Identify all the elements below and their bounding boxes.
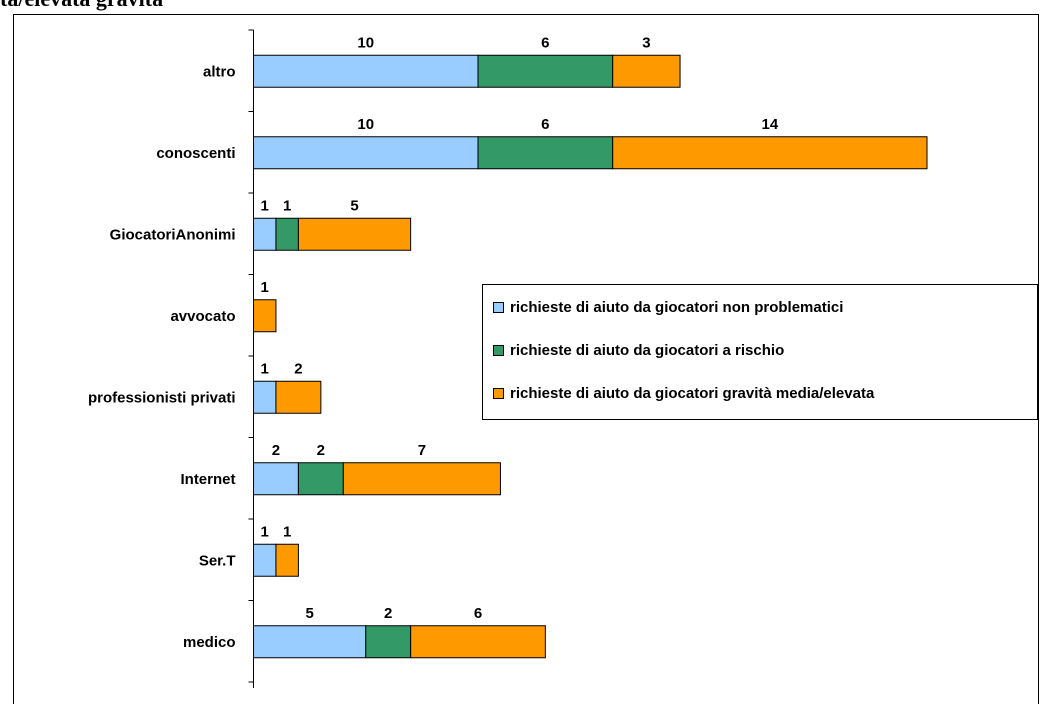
category-label-ser-t: Ser.T (199, 552, 236, 569)
data-label-internet-series-2: 2 (317, 442, 325, 459)
data-label-ser-t-series-3: 1 (283, 523, 291, 540)
bar-internet-series-2 (298, 463, 343, 495)
bar-giocatorianonimi-series-3 (298, 218, 410, 250)
bar-ser-t-series-3 (276, 544, 298, 576)
legend-label-a-rischio: richieste di aiuto da giocatori a rischi… (510, 342, 784, 359)
bar-conoscenti-series-3 (613, 137, 927, 169)
bar-internet-series-1 (254, 463, 299, 495)
legend-label-non-problematici: richieste di aiuto da giocatori non prob… (510, 299, 843, 316)
data-label-conoscenti-series-3: 14 (762, 116, 779, 133)
bar-conoscenti-series-1 (254, 137, 479, 169)
bar-giocatorianonimi-series-1 (254, 218, 276, 250)
chart-legend: richieste di aiuto da giocatori non prob… (482, 284, 1038, 420)
data-label-giocatorianonimi-series-3: 5 (350, 197, 358, 214)
bar-ser-t-series-1 (254, 544, 276, 576)
legend-swatch-gravita-media-elevata (493, 388, 504, 399)
data-label-conoscenti-series-1: 10 (357, 116, 374, 133)
legend-item-non-problematici: richieste di aiuto da giocatori non prob… (493, 299, 843, 316)
data-label-giocatorianonimi-series-1: 1 (261, 197, 269, 214)
legend-swatch-a-rischio (493, 345, 504, 356)
bar-altro-series-2 (478, 55, 613, 87)
bar-altro-series-1 (254, 55, 479, 87)
bar-giocatorianonimi-series-2 (276, 218, 298, 250)
legend-label-gravita-media-elevata: richieste di aiuto da giocatori gravità … (510, 385, 874, 402)
bar-professionisti-privati-series-3 (276, 381, 321, 413)
legend-swatch-non-problematici (493, 302, 504, 313)
bar-medico-series-2 (366, 626, 411, 658)
data-label-internet-series-1: 2 (272, 442, 280, 459)
data-label-giocatorianonimi-series-2: 1 (283, 197, 291, 214)
bar-medico-series-3 (411, 626, 546, 658)
bar-altro-series-3 (613, 55, 680, 87)
category-label-professionisti-privati: professionisti privati (88, 389, 236, 406)
data-label-internet-series-3: 7 (418, 442, 426, 459)
data-label-avvocato-series-3: 1 (261, 279, 269, 296)
legend-item-gravita-media-elevata: richieste di aiuto da giocatori gravità … (493, 385, 874, 402)
category-label-avvocato: avvocato (170, 308, 235, 325)
data-label-medico-series-3: 6 (474, 605, 482, 622)
bar-avvocato-series-3 (254, 300, 276, 332)
bar-professionisti-privati-series-1 (254, 381, 276, 413)
data-label-professionisti-privati-series-3: 2 (294, 360, 302, 377)
data-label-ser-t-series-1: 1 (261, 523, 269, 540)
category-label-altro: altro (203, 63, 236, 80)
bar-medico-series-1 (254, 626, 366, 658)
data-label-medico-series-1: 5 (305, 605, 313, 622)
data-label-altro-series-2: 6 (541, 34, 549, 51)
data-label-professionisti-privati-series-1: 1 (261, 360, 269, 377)
legend-item-a-rischio: richieste di aiuto da giocatori a rischi… (493, 342, 784, 359)
bar-internet-series-3 (343, 463, 500, 495)
category-label-giocatorianonimi: GiocatoriAnonimi (110, 226, 236, 243)
category-label-internet: Internet (180, 471, 235, 488)
data-label-medico-series-2: 2 (384, 605, 392, 622)
category-label-conoscenti: conoscenti (156, 145, 235, 162)
data-label-altro-series-3: 3 (642, 34, 650, 51)
category-label-medico: medico (183, 634, 236, 651)
bar-conoscenti-series-2 (478, 137, 613, 169)
data-label-altro-series-1: 10 (357, 34, 374, 51)
data-label-conoscenti-series-2: 6 (541, 116, 549, 133)
